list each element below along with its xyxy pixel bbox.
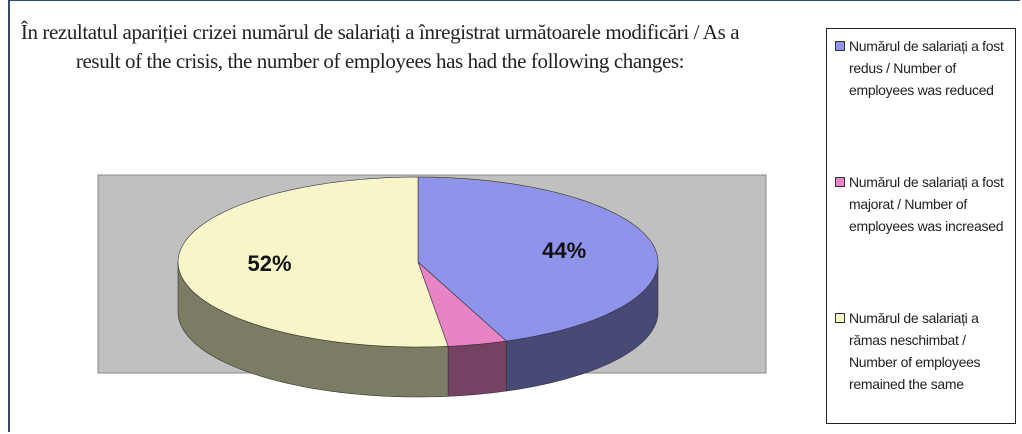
legend-label: Numărul de salariați a fost redus / Numb… bbox=[849, 38, 1004, 98]
legend-item: Numărul de salariați a fost redus / Numb… bbox=[835, 35, 1013, 101]
legend-item: Numărul de salariați a rămas neschimbat … bbox=[835, 307, 1013, 395]
pie-slice bbox=[417, 176, 659, 342]
legend-item: Numărul de salariați a fost majorat / Nu… bbox=[835, 171, 1013, 237]
pie-slice bbox=[177, 176, 449, 348]
chart-title: În rezultatul apariției crizei numărul d… bbox=[20, 20, 740, 73]
legend: Numărul de salariați a fost redus / Numb… bbox=[826, 28, 1016, 424]
legend-label: Numărul de salariați a fost majorat / Nu… bbox=[849, 174, 1004, 234]
data-label: 52% bbox=[247, 251, 291, 276]
pie-slice bbox=[417, 261, 508, 347]
legend-swatch bbox=[835, 313, 845, 323]
legend-swatch bbox=[835, 177, 845, 187]
data-label: 44% bbox=[542, 238, 586, 263]
pie-slice-side bbox=[447, 340, 507, 397]
chart-frame bbox=[8, 0, 1020, 432]
legend-label: Numărul de salariați a rămas neschimbat … bbox=[849, 310, 981, 392]
data-label: 4% bbox=[492, 430, 524, 434]
legend-swatch bbox=[835, 41, 845, 51]
